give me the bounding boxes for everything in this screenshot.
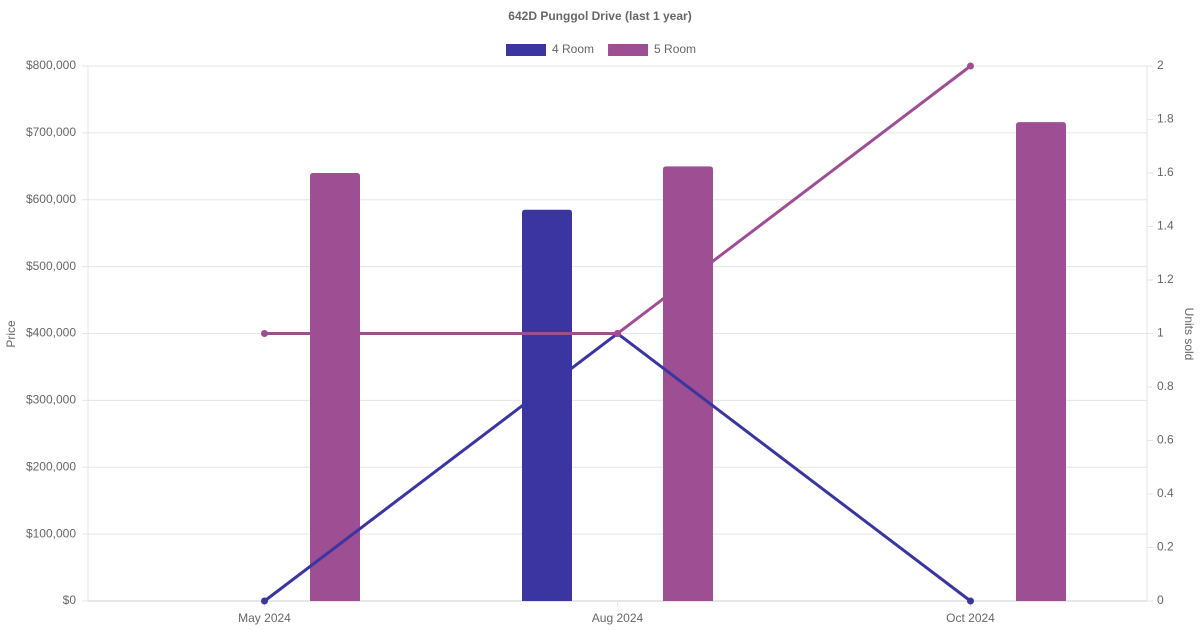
y2-tick-label: 1.2 xyxy=(1157,272,1174,286)
legend-label: 4 Room xyxy=(552,42,594,56)
y2-tick-label: 0.8 xyxy=(1157,379,1174,393)
y-tick-label: $400,000 xyxy=(26,326,76,340)
x-tick-label: Oct 2024 xyxy=(946,611,995,625)
bar xyxy=(1016,122,1066,602)
y2-tick-label: 0.2 xyxy=(1157,540,1174,554)
legend-label: 5 Room xyxy=(654,42,696,56)
y2-axis-label: Units sold xyxy=(1182,308,1196,361)
y-tick-label: $600,000 xyxy=(26,192,76,206)
bar xyxy=(310,173,360,601)
bar xyxy=(663,166,713,601)
legend-swatch xyxy=(608,44,649,56)
y-axis-label: Price xyxy=(4,320,18,348)
y2-tick-label: 2 xyxy=(1157,58,1164,72)
y2-tick-label: 0.6 xyxy=(1157,433,1174,447)
point xyxy=(261,597,268,605)
chart-title: 642D Punggol Drive (last 1 year) xyxy=(508,9,691,23)
legend-swatch xyxy=(506,44,546,56)
y-tick-label: $300,000 xyxy=(26,393,76,407)
point xyxy=(614,330,621,337)
y2-tick-label: 0 xyxy=(1157,593,1164,607)
y2-tick-label: 1.4 xyxy=(1157,219,1174,233)
y-tick-label: $200,000 xyxy=(26,459,76,473)
y2-tick-label: 1.8 xyxy=(1157,112,1174,126)
y-tick-label: $500,000 xyxy=(26,259,76,273)
y-tick-label: $700,000 xyxy=(26,125,76,139)
y-tick-label: $0 xyxy=(63,593,77,607)
y-tick-label: $800,000 xyxy=(26,58,76,72)
y2-tick-label: 0.4 xyxy=(1157,486,1174,500)
y2-tick-label: 1.6 xyxy=(1157,165,1174,179)
x-tick-label: May 2024 xyxy=(238,611,291,625)
y-tick-label: $100,000 xyxy=(26,526,76,540)
x-tick-label: Aug 2024 xyxy=(592,611,644,625)
bar xyxy=(522,209,572,601)
y2-tick-label: 1 xyxy=(1157,326,1164,340)
point xyxy=(967,597,974,605)
point xyxy=(967,62,974,70)
point xyxy=(261,330,268,337)
